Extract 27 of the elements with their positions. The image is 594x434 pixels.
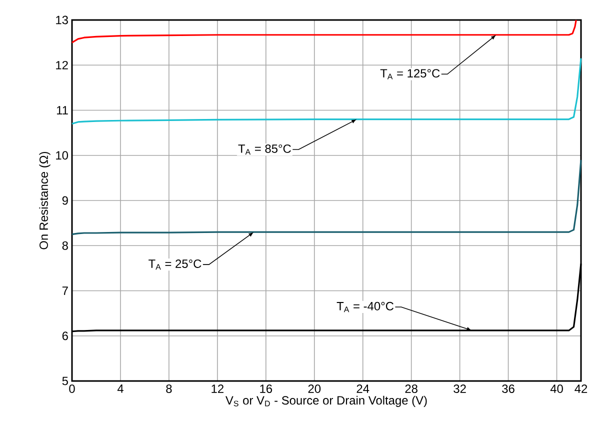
y-tick-label: 12 [56,60,68,70]
x-tick-label: 8 [166,384,172,393]
x-tick-label: 40 [550,384,563,393]
annotation: T$_{A}$ = -40°C [336,302,394,312]
x-tick-label: 24 [356,384,370,393]
y-tick-label: 5 [62,376,68,386]
x-tick-label: 32 [454,384,466,393]
x-tick-label: 28 [405,384,418,393]
x-axis-title: V$_{S}$ or V$_{D}$ - Source or Drain Voltage (V) [226,396,427,407]
x-tick-label: 16 [260,384,272,393]
annotation: T$_{A}$ = 25°C [148,260,202,270]
y-tick-label: 11 [56,106,68,114]
annotation: T$_{A}$ = 85°C [238,144,291,155]
x-tick-label: 4 [117,384,124,393]
x-tick-label: 36 [502,384,514,393]
x-tick-label: 12 [212,384,224,393]
y-tick-label: 13 [56,16,68,24]
x-tick-label: 42 [574,384,588,393]
x-tick-label: 20 [308,384,321,393]
y-tick-label: 8 [62,241,68,250]
y-tick-label: 10 [56,151,68,160]
y-axis-title: On Resistance (Ω) [39,152,50,250]
x-tick-label: 0 [69,384,75,393]
y-tick-label: 6 [62,332,68,340]
y-tick-label: 7 [62,286,68,295]
annotation: T$_{A}$ = 125°C [380,69,440,80]
y-tick-label: 9 [62,196,68,205]
